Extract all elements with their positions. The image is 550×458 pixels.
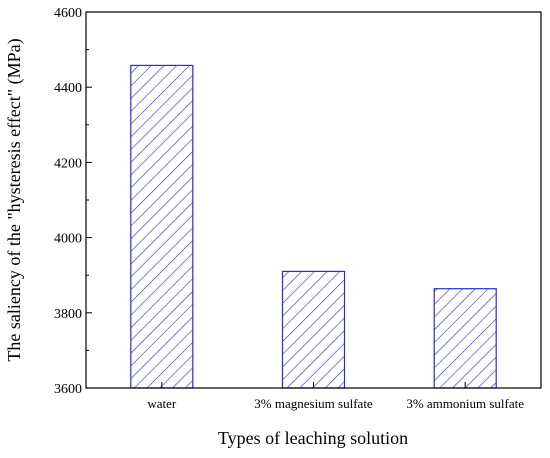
x-tick-label: water [147,396,177,411]
bars-group [130,64,497,389]
y-axis: 3600 3800 4000 4200 4400 4600 [54,6,92,397]
bar-0 [130,64,194,389]
bar-2 [433,288,497,389]
y-tick-label: 4200 [54,156,82,171]
y-axis-title: The saliency of the "hysteresis effect" … [4,38,25,361]
y-tick-label: 3600 [54,382,82,397]
x-tick-label: 3% ammonium sulfate [406,396,524,411]
bar-1 [281,270,346,389]
x-tick-label: 3% magnesium sulfate [254,396,373,411]
x-axis-title: Types of leaching solution [218,428,408,448]
y-tick-label: 4600 [54,6,82,21]
y-tick-label: 3800 [54,307,82,322]
y-tick-label: 4000 [54,232,82,247]
y-tick-label: 4400 [54,81,82,96]
x-axis: water 3% magnesium sulfate 3% ammonium sul… [147,382,524,411]
